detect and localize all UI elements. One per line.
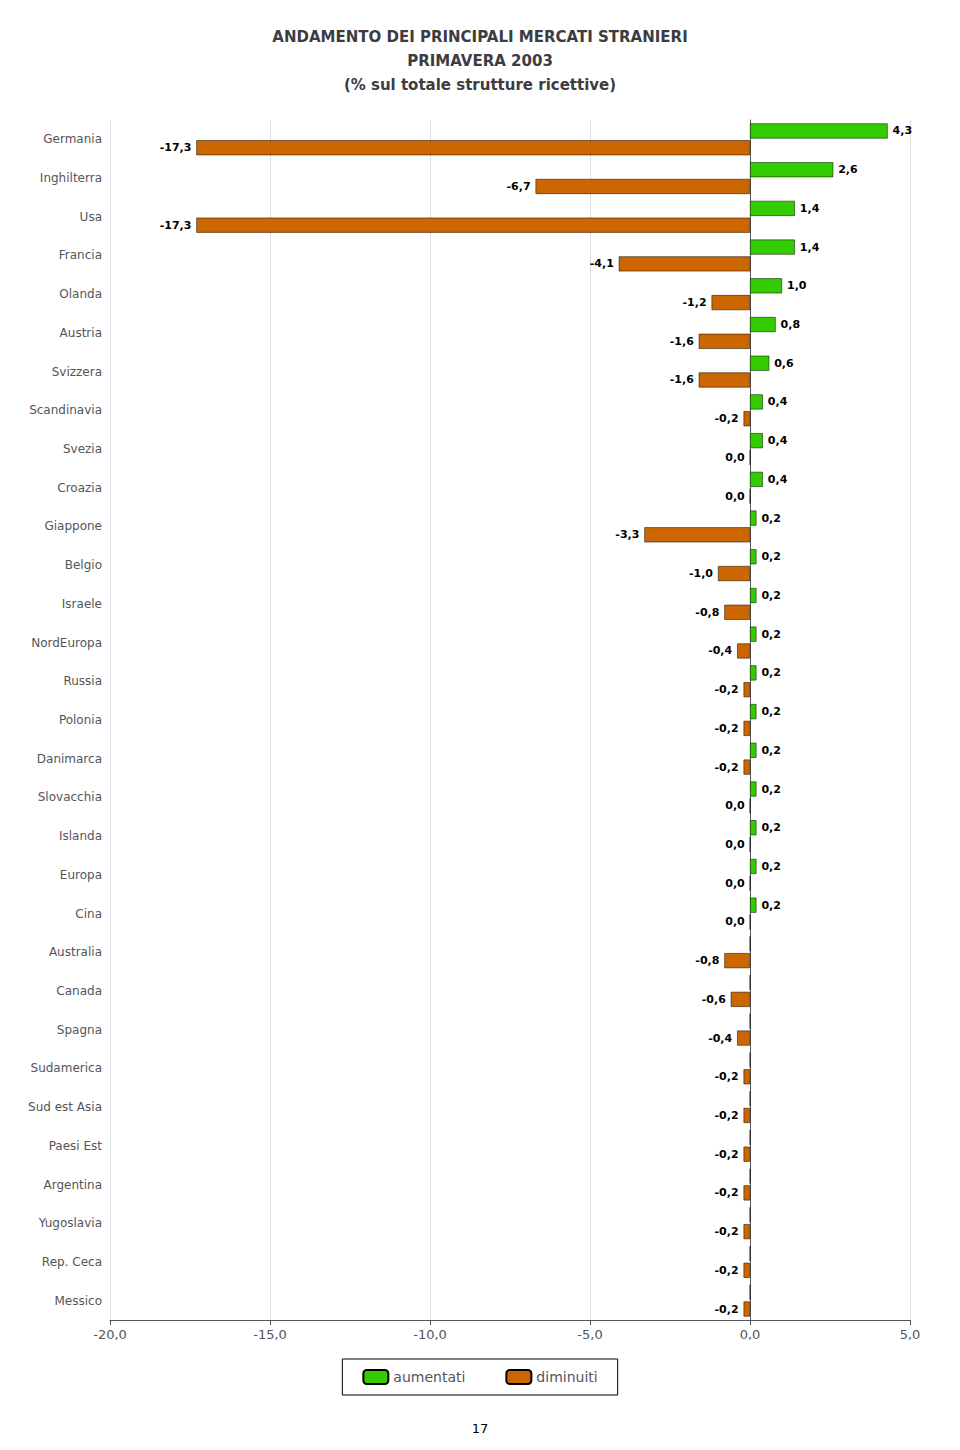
svg-text:Australia: Australia (49, 945, 102, 959)
svg-text:-6,7: -6,7 (507, 180, 531, 193)
svg-text:-0,2: -0,2 (715, 1109, 739, 1122)
svg-text:Messico: Messico (54, 1294, 102, 1308)
svg-text:Croazia: Croazia (57, 481, 102, 495)
svg-text:Svizzera: Svizzera (52, 365, 102, 379)
svg-text:0,2: 0,2 (761, 666, 781, 679)
svg-text:0,2: 0,2 (761, 821, 781, 834)
svg-text:Russia: Russia (63, 674, 102, 688)
svg-text:Islanda: Islanda (59, 829, 102, 843)
svg-text:-1,2: -1,2 (683, 296, 707, 309)
svg-text:17: 17 (472, 1421, 489, 1436)
svg-text:0,2: 0,2 (761, 512, 781, 525)
svg-text:-3,3: -3,3 (615, 528, 639, 541)
svg-text:-15,0: -15,0 (253, 1327, 287, 1342)
svg-text:Spagna: Spagna (57, 1023, 102, 1037)
svg-text:diminuiti: diminuiti (536, 1369, 597, 1385)
svg-text:Austria: Austria (60, 326, 102, 340)
svg-text:4,3: 4,3 (893, 124, 913, 137)
svg-text:(% sul totale strutture ricett: (% sul totale strutture ricettive) (344, 76, 616, 94)
svg-text:-0,6: -0,6 (702, 993, 726, 1006)
svg-text:Canada: Canada (56, 984, 102, 998)
svg-text:-5,0: -5,0 (577, 1327, 602, 1342)
svg-text:0,2: 0,2 (761, 783, 781, 796)
svg-text:0,0: 0,0 (725, 838, 745, 851)
svg-text:0,2: 0,2 (761, 589, 781, 602)
svg-text:1,4: 1,4 (800, 241, 820, 254)
svg-text:-1,6: -1,6 (670, 335, 694, 348)
svg-text:Rep. Ceca: Rep. Ceca (42, 1255, 102, 1269)
svg-text:-0,2: -0,2 (715, 1186, 739, 1199)
svg-text:0,6: 0,6 (774, 357, 794, 370)
svg-text:Belgio: Belgio (65, 558, 102, 572)
svg-text:Sud est Asia: Sud est Asia (28, 1100, 102, 1114)
svg-text:-0,2: -0,2 (715, 1225, 739, 1238)
svg-text:-17,3: -17,3 (160, 219, 192, 232)
svg-text:0,2: 0,2 (761, 705, 781, 718)
svg-text:Europa: Europa (60, 868, 102, 882)
svg-text:-4,1: -4,1 (590, 257, 614, 270)
svg-text:-0,2: -0,2 (715, 1148, 739, 1161)
svg-text:0,0: 0,0 (725, 915, 745, 928)
svg-text:-0,2: -0,2 (715, 722, 739, 735)
svg-text:Israele: Israele (62, 597, 102, 611)
svg-text:-0,2: -0,2 (715, 1303, 739, 1316)
svg-text:-17,3: -17,3 (160, 141, 192, 154)
svg-text:1,0: 1,0 (787, 279, 807, 292)
svg-text:Olanda: Olanda (59, 287, 102, 301)
svg-text:0,4: 0,4 (768, 434, 788, 447)
svg-text:Argentina: Argentina (43, 1178, 102, 1192)
svg-text:-20,0: -20,0 (93, 1327, 127, 1342)
svg-text:2,6: 2,6 (838, 163, 858, 176)
svg-text:Giappone: Giappone (44, 519, 102, 533)
svg-text:NordEuropa: NordEuropa (31, 636, 102, 650)
svg-text:-0,4: -0,4 (708, 644, 732, 657)
svg-text:-0,8: -0,8 (695, 954, 719, 967)
svg-text:Scandinavia: Scandinavia (29, 403, 102, 417)
svg-text:Danimarca: Danimarca (37, 752, 102, 766)
svg-text:0,2: 0,2 (761, 550, 781, 563)
svg-text:Usa: Usa (80, 210, 102, 224)
svg-text:Francia: Francia (59, 248, 102, 262)
svg-text:-1,6: -1,6 (670, 373, 694, 386)
svg-text:-0,2: -0,2 (715, 761, 739, 774)
svg-text:-0,2: -0,2 (715, 412, 739, 425)
svg-text:Slovacchia: Slovacchia (38, 790, 102, 804)
svg-text:-1,0: -1,0 (689, 567, 713, 580)
svg-text:0,0: 0,0 (740, 1327, 761, 1342)
svg-text:0,0: 0,0 (725, 490, 745, 503)
svg-text:1,4: 1,4 (800, 202, 820, 215)
svg-text:0,0: 0,0 (725, 451, 745, 464)
svg-text:Sudamerica: Sudamerica (31, 1061, 102, 1075)
svg-text:-10,0: -10,0 (413, 1327, 447, 1342)
svg-text:-0,4: -0,4 (708, 1032, 732, 1045)
svg-text:PRIMAVERA 2003: PRIMAVERA 2003 (407, 52, 553, 70)
svg-text:Svezia: Svezia (63, 442, 102, 456)
svg-text:aumentati: aumentati (393, 1369, 465, 1385)
svg-text:0,0: 0,0 (725, 799, 745, 812)
svg-text:0,4: 0,4 (768, 395, 788, 408)
svg-text:ANDAMENTO DEI PRINCIPALI MERCA: ANDAMENTO DEI PRINCIPALI MERCATI STRANIE… (272, 28, 687, 46)
svg-text:0,4: 0,4 (768, 473, 788, 486)
svg-text:0,2: 0,2 (761, 860, 781, 873)
svg-text:Yugoslavia: Yugoslavia (38, 1216, 102, 1230)
svg-text:0,8: 0,8 (781, 318, 801, 331)
svg-text:Paesi Est: Paesi Est (49, 1139, 103, 1153)
svg-text:Germania: Germania (43, 132, 102, 146)
svg-text:Polonia: Polonia (59, 713, 102, 727)
svg-text:0,2: 0,2 (761, 628, 781, 641)
svg-text:-0,2: -0,2 (715, 1070, 739, 1083)
svg-text:0,2: 0,2 (761, 744, 781, 757)
svg-text:-0,2: -0,2 (715, 1264, 739, 1277)
svg-text:-0,2: -0,2 (715, 683, 739, 696)
svg-text:Cina: Cina (75, 907, 102, 921)
svg-text:5,0: 5,0 (900, 1327, 921, 1342)
svg-text:-0,8: -0,8 (695, 606, 719, 619)
svg-text:0,2: 0,2 (761, 899, 781, 912)
svg-text:Inghilterra: Inghilterra (40, 171, 102, 185)
svg-text:0,0: 0,0 (725, 877, 745, 890)
